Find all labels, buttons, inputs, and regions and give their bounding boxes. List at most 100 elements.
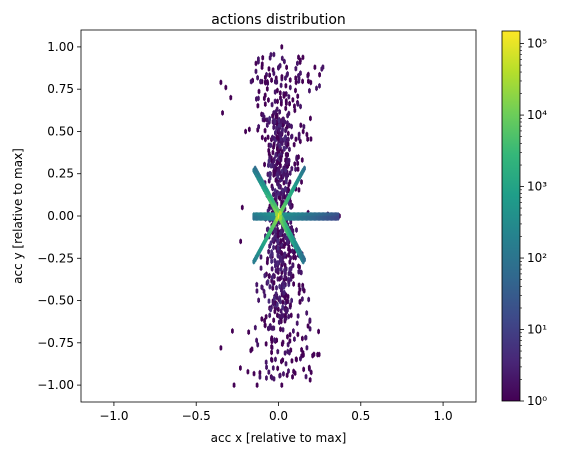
hexbin-cell xyxy=(279,130,283,137)
hexbin-cell xyxy=(272,156,276,163)
hexbin-cell xyxy=(264,340,268,347)
hexbin-cell xyxy=(298,59,302,66)
hexbin-cell xyxy=(260,64,264,71)
hexbin-cell xyxy=(255,281,259,288)
hexbin-cell xyxy=(267,298,271,305)
hexbin-cell xyxy=(290,133,294,140)
hexbin-cell xyxy=(285,298,289,305)
hexbin-cell xyxy=(285,72,289,78)
y-tick-label: 0.50 xyxy=(47,124,74,138)
hexbin-cell xyxy=(267,273,271,280)
hexbin-cell xyxy=(273,187,277,194)
hexbin-cell xyxy=(262,114,266,121)
x-tick-label: 0.5 xyxy=(351,409,370,423)
colorbar: 10⁰ 10¹ 10² 10³ 10⁴ 10⁵ xyxy=(501,30,547,408)
hexbin-cell xyxy=(264,136,267,143)
hexbin-cell xyxy=(269,240,273,247)
y-axis-ticks: −1.00 −0.75 −0.50 −0.25 0.00 0.25 0.50 0.75 1.00 xyxy=(37,40,81,392)
hexbin-cell xyxy=(219,344,223,351)
hexbin-cell xyxy=(309,115,312,122)
hexbin-cell xyxy=(280,118,283,125)
hexbin-cell xyxy=(301,78,304,85)
hexbin-cell xyxy=(286,293,290,300)
hexbin-cell xyxy=(278,108,282,115)
hexbin-cell xyxy=(221,109,224,116)
colorbar-scale xyxy=(502,31,520,401)
hexbin-cell xyxy=(276,180,279,187)
hexbin-cell xyxy=(239,238,243,245)
hexbin-cell xyxy=(297,282,301,289)
hexbin-cell xyxy=(287,368,290,375)
hexbin-cell xyxy=(296,60,299,67)
hexbin-cell xyxy=(273,308,277,315)
hexbin-cell xyxy=(286,333,289,340)
y-tick-label: 0.00 xyxy=(47,209,74,223)
hexbin-cell xyxy=(275,112,279,119)
hexbin-cell xyxy=(279,266,283,273)
hexbin-cell xyxy=(291,328,295,334)
hexbin-cell xyxy=(269,253,272,260)
hexbin-cell xyxy=(255,382,259,389)
hexbin-cell xyxy=(219,79,223,86)
hexbin-cell xyxy=(291,373,294,380)
hexbin-cell xyxy=(281,172,285,179)
hexbin-cell xyxy=(263,317,266,324)
hexbin-cell xyxy=(305,131,309,138)
hexbin-cell xyxy=(266,278,270,285)
hexbin-cell xyxy=(294,136,298,143)
hexbin-cell xyxy=(247,126,251,133)
hexbin-cell xyxy=(258,374,262,381)
hexbin-cell xyxy=(282,179,286,186)
hexbin-cell xyxy=(285,64,288,71)
hexbin-cell xyxy=(281,126,284,133)
hexbin-cell xyxy=(287,181,291,188)
hexbin-cell xyxy=(299,103,302,110)
hexbin-cell xyxy=(288,331,292,338)
hexbin-cell xyxy=(279,190,283,197)
hexbin-cell xyxy=(252,370,256,377)
hexbin-cell xyxy=(268,312,272,319)
hexbin-cell xyxy=(275,215,279,222)
hexbin-cell xyxy=(287,93,291,100)
hexbin-cell xyxy=(283,273,287,280)
hexbin-cell xyxy=(259,78,262,85)
hexbin-cell xyxy=(268,72,271,79)
hexbin-cell xyxy=(309,136,313,143)
hexbin-cell xyxy=(265,78,269,85)
hexbin-cell xyxy=(263,92,267,99)
hexbin-cell xyxy=(274,192,278,199)
hexbin-cell xyxy=(284,307,288,314)
hexbin-cell xyxy=(284,360,288,367)
hexbin-cell xyxy=(254,68,258,75)
hexbin-cell xyxy=(291,273,295,280)
hexbin-cell xyxy=(278,210,282,217)
hexbin-cell xyxy=(285,235,288,242)
hexbin-cell xyxy=(276,238,280,245)
hexbin-cell xyxy=(259,265,263,272)
hexbin-cell xyxy=(294,75,298,82)
hexbin-cell xyxy=(263,127,267,134)
hexbin-cell xyxy=(232,382,236,389)
hexbin-cell xyxy=(296,93,300,100)
hexbin-cell xyxy=(300,296,304,302)
hexbin-cell xyxy=(272,51,276,58)
hexbin-cell xyxy=(301,54,305,61)
hexbin-cell xyxy=(289,302,292,309)
hexbin-cell xyxy=(306,323,310,329)
hexbin-cell xyxy=(284,97,288,104)
hexbin-cell xyxy=(292,254,295,261)
hexbin-cell xyxy=(302,287,306,294)
hexbin-cell xyxy=(306,71,310,78)
hexbin-cell xyxy=(307,78,310,85)
hexbin-cell xyxy=(276,348,280,355)
hexbin-cell xyxy=(279,100,283,107)
hexbin-cell xyxy=(268,54,272,61)
hexbin-cell xyxy=(274,177,278,184)
hexbin-cell xyxy=(297,135,301,142)
hexbin-cell xyxy=(257,123,261,130)
x-axis-ticks: −1.0 −0.5 0.0 0.5 1.0 xyxy=(99,402,453,423)
hexbin-cell xyxy=(270,265,274,272)
hexbin-cell xyxy=(274,227,278,234)
hexbin-cell xyxy=(265,122,269,129)
